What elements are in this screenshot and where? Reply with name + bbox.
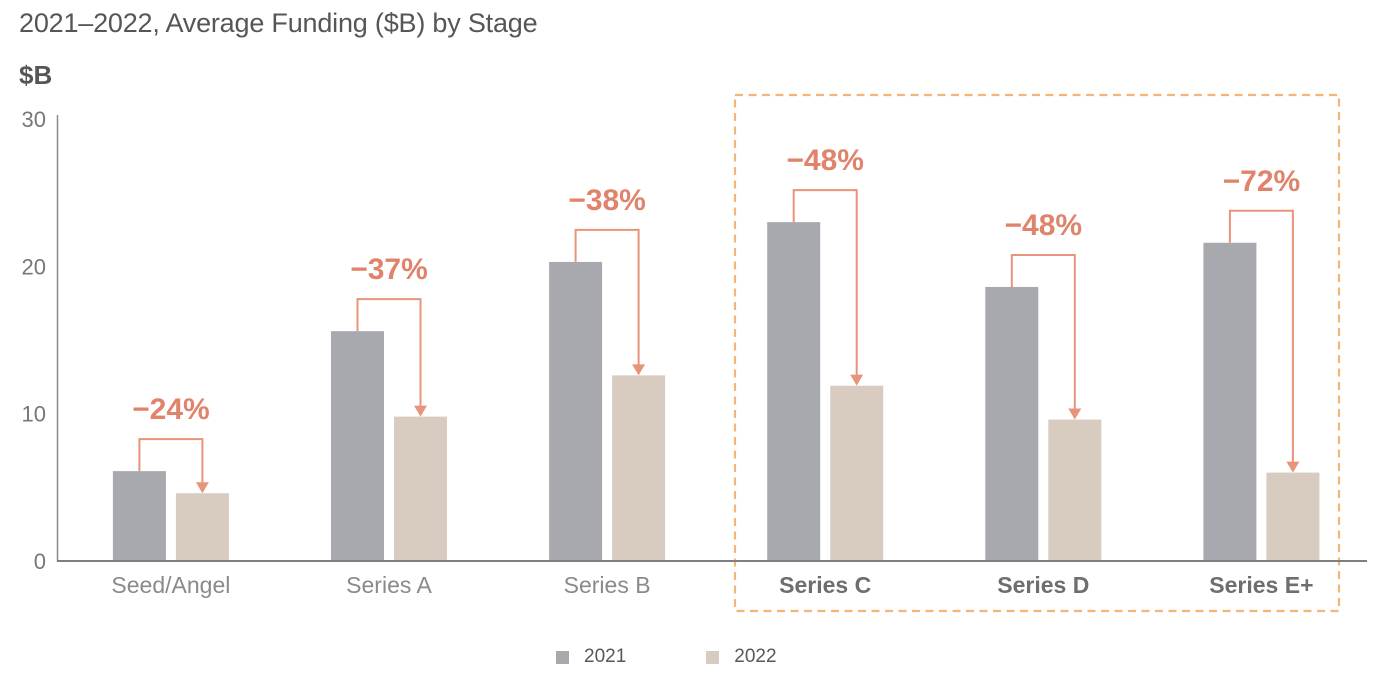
x-category-label-seed-angel: Seed/Angel (111, 572, 230, 598)
bar-2022-series-b (612, 375, 666, 561)
y-tick-label-10: 10 (22, 402, 46, 427)
change-arrow-series-b (574, 228, 640, 366)
legend-item-2021: 2021 (556, 646, 626, 668)
x-category-label-series-a: Series A (346, 572, 432, 598)
change-arrow-series-a (356, 298, 422, 407)
change-arrowhead-seed-angel (195, 482, 209, 494)
legend-item-2022: 2022 (706, 646, 777, 668)
legend-label-2022: 2022 (734, 646, 777, 667)
legend-swatch-2021 (556, 650, 569, 664)
chart-title: 2021–2022, Average Funding ($B) by Stage (19, 8, 538, 38)
change-arrowhead-series-b (632, 364, 646, 376)
x-category-label-series-e-plus: Series E+ (1209, 572, 1313, 598)
chart-legend: 2021 2022 (556, 646, 777, 668)
legend-swatch-2022 (706, 650, 720, 664)
pct-change-label-seed-angel: −24% (132, 393, 210, 426)
funding-by-stage-bar-chart: −24% Seed/Angel −37% Series A −38% Series B −4… (22, 93, 1367, 613)
bar-2022-seed-angel (175, 493, 229, 561)
pct-change-label-series-e-plus: −72% (1223, 165, 1301, 198)
bar-2021-series-e-plus (1203, 242, 1257, 561)
y-axis-unit-label: $B (19, 60, 53, 90)
bar-2021-series-a (331, 331, 384, 561)
y-tick-label-20: 20 (22, 254, 46, 279)
x-category-label-series-b: Series B (564, 572, 651, 598)
bar-2021-series-b (549, 261, 603, 561)
bar-2022-series-a (394, 416, 447, 561)
bar-2021-series-d (985, 286, 1039, 561)
bar-2022-series-c (830, 385, 884, 561)
bar-2021-series-c (767, 222, 821, 561)
change-arrow-series-c (792, 189, 858, 376)
pct-change-label-series-d: −48% (1005, 209, 1083, 242)
pct-change-label-series-b: −38% (568, 184, 646, 217)
x-category-label-series-c: Series C (779, 572, 871, 598)
change-arrowhead-series-c (850, 374, 864, 386)
change-arrow-seed-angel (138, 438, 204, 484)
pct-change-label-series-a: −37% (350, 253, 428, 286)
legend-label-2021: 2021 (584, 646, 627, 667)
bar-2022-series-e-plus (1266, 472, 1320, 561)
pct-change-label-series-c: −48% (786, 144, 864, 177)
bar-2022-series-d (1048, 419, 1102, 561)
y-tick-label-0: 0 (34, 549, 46, 574)
change-arrowhead-series-a (414, 405, 427, 417)
change-arrow-series-e-plus (1228, 209, 1294, 463)
x-category-label-series-d: Series D (997, 572, 1089, 598)
change-arrowhead-series-e-plus (1286, 461, 1300, 473)
change-arrowhead-series-d (1068, 408, 1082, 420)
y-tick-label-30: 30 (22, 107, 46, 132)
change-arrow-series-d (1010, 253, 1076, 410)
highlight-box-late-stages (733, 93, 1341, 613)
bar-2021-seed-angel (112, 471, 166, 561)
